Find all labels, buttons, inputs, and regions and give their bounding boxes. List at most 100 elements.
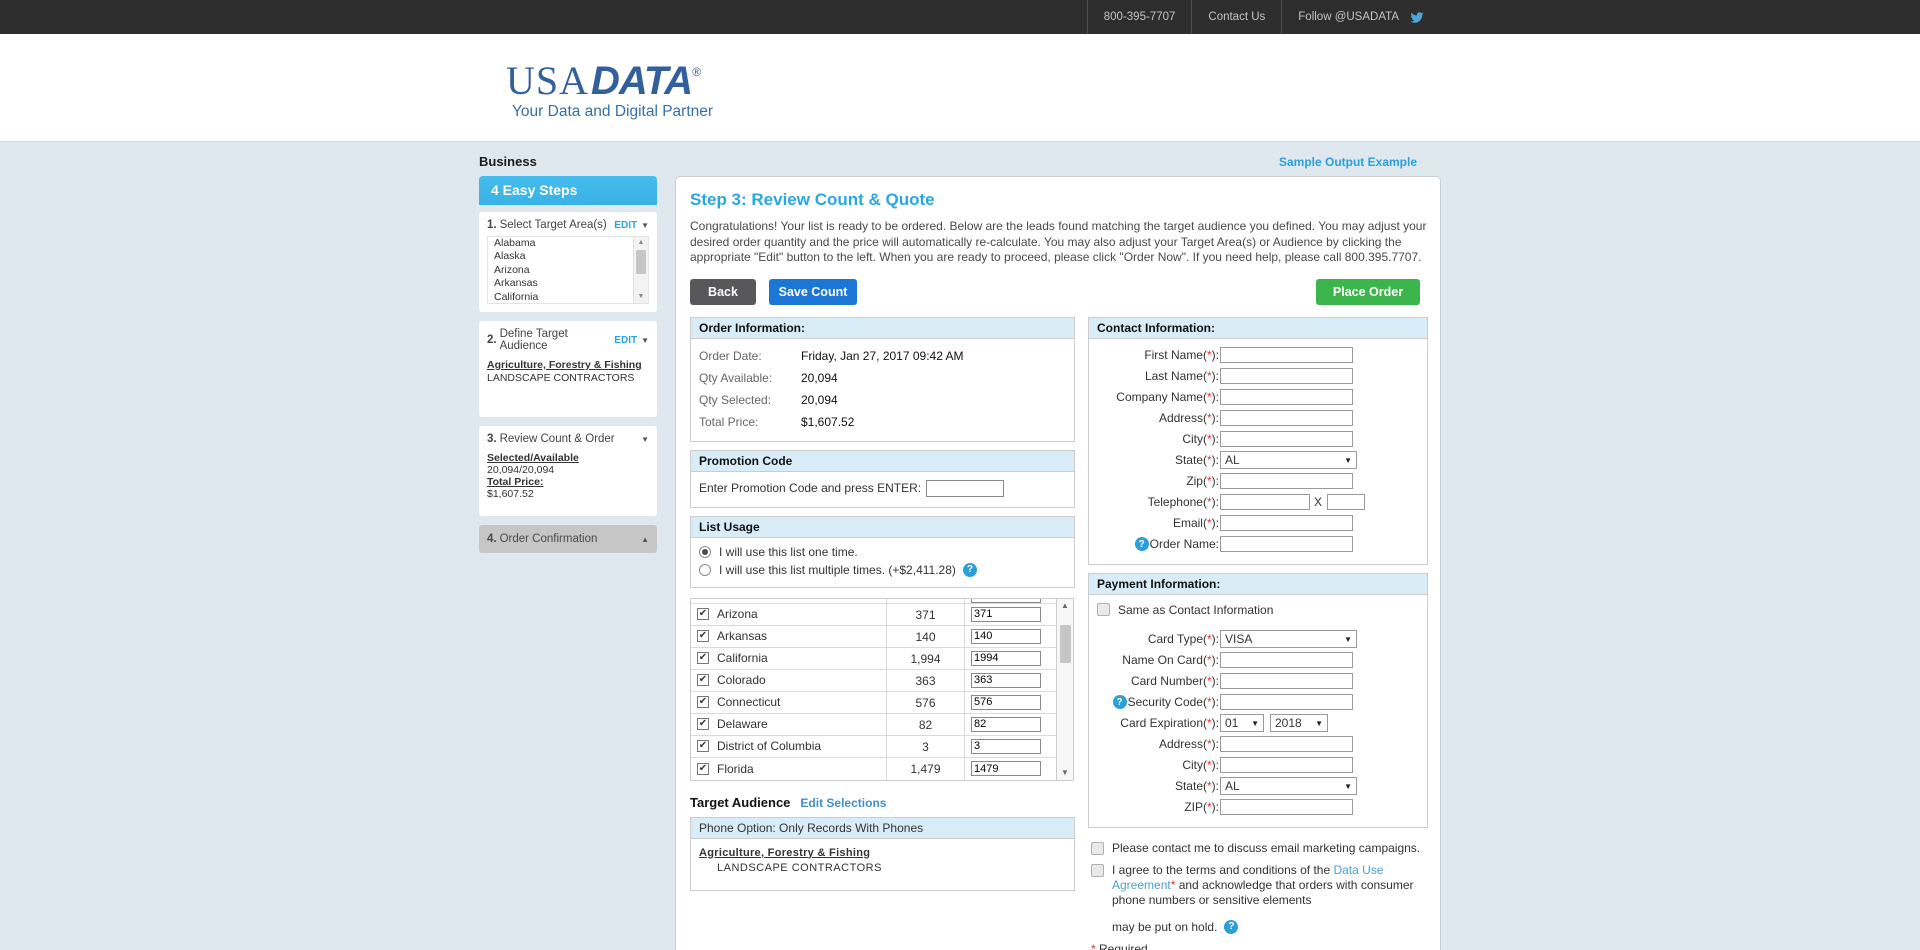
target-area-item: Arizona (494, 263, 530, 276)
target-area-item: Alaska (494, 250, 526, 263)
qty-input[interactable] (971, 650, 1041, 666)
qty-cell (965, 736, 1073, 757)
text-input[interactable] (1220, 757, 1353, 773)
chevron-down-icon[interactable]: ▼ (641, 220, 649, 230)
state-checkbox[interactable]: ✔ (697, 674, 709, 686)
help-icon[interactable]: ? (1134, 537, 1149, 551)
edit-audience-link[interactable]: EDIT (614, 334, 638, 346)
qty-input[interactable] (971, 672, 1041, 688)
list-scrollbar[interactable]: ▲ ▼ (633, 237, 648, 303)
text-input[interactable] (1220, 694, 1353, 710)
qty-input[interactable] (971, 598, 1041, 603)
edit-selections-link[interactable]: Edit Selections (800, 795, 887, 810)
state-checkbox[interactable]: ✔ (697, 696, 709, 708)
text-input[interactable] (1220, 368, 1353, 384)
phone-input[interactable] (1220, 494, 1310, 510)
qty-input[interactable] (971, 694, 1041, 710)
qty-input[interactable] (971, 738, 1041, 754)
promo-code-input[interactable] (926, 479, 1005, 497)
text-input[interactable] (1220, 515, 1353, 531)
scroll-up-icon[interactable]: ▲ (637, 239, 645, 246)
chevron-up-icon[interactable]: ▲ (641, 534, 649, 544)
field-label-text: State( (1174, 779, 1207, 793)
qty-input[interactable] (971, 606, 1041, 622)
field-label-text: State( (1174, 453, 1207, 467)
field-label: Address(*): (1095, 737, 1219, 751)
help-icon[interactable]: ? (962, 562, 977, 577)
scroll-up-icon[interactable]: ▲ (1061, 600, 1069, 610)
qty-input[interactable] (971, 761, 1041, 776)
text-input[interactable] (1220, 431, 1353, 447)
place-order-button[interactable]: Place Order (1316, 278, 1420, 305)
state-name: Colorado (717, 673, 766, 687)
data-use-agreement-link[interactable]: Data Use Agreement (1112, 862, 1384, 892)
select-dropdown[interactable]: 2018 ▼ (1270, 714, 1328, 732)
usadata-logo[interactable]: USADATA® Your Data and Digital Partner (506, 34, 713, 121)
sample-output-link[interactable]: Sample Output Example (1278, 154, 1417, 169)
radio-button[interactable] (699, 563, 711, 576)
terms-agreement-checkbox[interactable] (1091, 863, 1104, 877)
radio-button[interactable] (699, 545, 711, 558)
table-scrollbar[interactable]: ▲ ▼ (1056, 598, 1073, 780)
order-info-value: 20,094 (801, 392, 838, 407)
chevron-down-icon[interactable]: ▼ (641, 335, 649, 345)
email-marketing-checkbox[interactable] (1091, 841, 1104, 855)
twitter-icon[interactable] (1409, 11, 1425, 24)
help-icon[interactable]: ? (1224, 919, 1239, 934)
text-input[interactable] (1220, 389, 1353, 405)
select-dropdown[interactable]: VISA ▼ (1220, 630, 1357, 648)
step4-panel[interactable]: 4. Order Confirmation ▲ (479, 525, 657, 553)
list-usage-section: List Usage I will use this list one time… (690, 515, 1075, 588)
state-checkbox[interactable]: ✔ (697, 652, 709, 664)
field-label-text: Card Expiration( (1120, 716, 1207, 730)
required-asterisk: * (1206, 432, 1212, 446)
field-label-text: Zip( (1186, 474, 1207, 488)
order-information-header: Order Information: (691, 317, 1074, 339)
back-button[interactable]: Back (690, 278, 756, 305)
scroll-down-icon[interactable]: ▼ (1061, 767, 1069, 777)
edit-target-area-link[interactable]: EDIT (614, 219, 638, 231)
order-info-label: Total Price: (699, 414, 759, 429)
scrollbar-thumb[interactable] (636, 250, 646, 274)
state-checkbox[interactable]: ✔ (697, 740, 709, 752)
chevron-down-icon[interactable]: ▼ (641, 434, 649, 444)
select-dropdown[interactable]: AL ▼ (1220, 777, 1357, 795)
follow-twitter-link[interactable]: Follow @USADATA (1282, 0, 1441, 34)
state-checkbox[interactable]: ✔ (697, 762, 709, 775)
state-checkbox[interactable]: ✔ (697, 718, 709, 730)
text-input[interactable] (1220, 652, 1353, 668)
text-input[interactable] (1220, 473, 1353, 489)
state-count: 3 (887, 735, 965, 757)
follow-label: Follow @USADATA (1298, 11, 1399, 23)
scroll-down-icon[interactable]: ▼ (637, 293, 645, 300)
text-input[interactable] (1220, 536, 1353, 552)
extension-input[interactable] (1327, 494, 1366, 510)
field-label-text: ): (1211, 516, 1219, 530)
dropdown-arrow-icon: ▼ (1315, 718, 1323, 728)
contact-us-link[interactable]: Contact Us (1208, 11, 1266, 23)
state-checkbox[interactable]: ✔ (697, 630, 709, 642)
payment-field-row: Card Expiration(*): 01 ▼ 2018 ▼ (1095, 713, 1421, 734)
payment-field-row: ZIP(*): (1095, 797, 1421, 818)
scrollbar-thumb[interactable] (1060, 624, 1071, 663)
text-input[interactable] (1220, 347, 1353, 363)
state-checkbox[interactable]: ✔ (697, 608, 709, 620)
qty-input[interactable] (971, 628, 1041, 644)
step-label: Define Target Audience (499, 328, 568, 352)
help-icon[interactable]: ? (1112, 695, 1127, 709)
save-count-button[interactable]: Save Count (769, 278, 857, 305)
field-label: ZIP(*): (1095, 800, 1219, 814)
select-dropdown[interactable]: AL ▼ (1220, 451, 1357, 469)
text-input[interactable] (1220, 799, 1353, 815)
text-input[interactable] (1220, 410, 1353, 426)
order-info-label: Order Date: (699, 348, 762, 363)
text-input[interactable] (1220, 673, 1353, 689)
qty-input[interactable] (971, 716, 1041, 732)
select-dropdown[interactable]: 01 ▼ (1220, 714, 1264, 732)
step-number: 4. (487, 533, 497, 545)
dropdown-arrow-icon: ▼ (1344, 455, 1352, 465)
same-as-contact-checkbox[interactable] (1097, 603, 1110, 616)
text-input[interactable] (1220, 736, 1353, 752)
audience-subcategory: LANDSCAPE CONTRACTORS (487, 372, 635, 384)
radio-label: I will use this list multiple times. (+$… (719, 562, 956, 577)
